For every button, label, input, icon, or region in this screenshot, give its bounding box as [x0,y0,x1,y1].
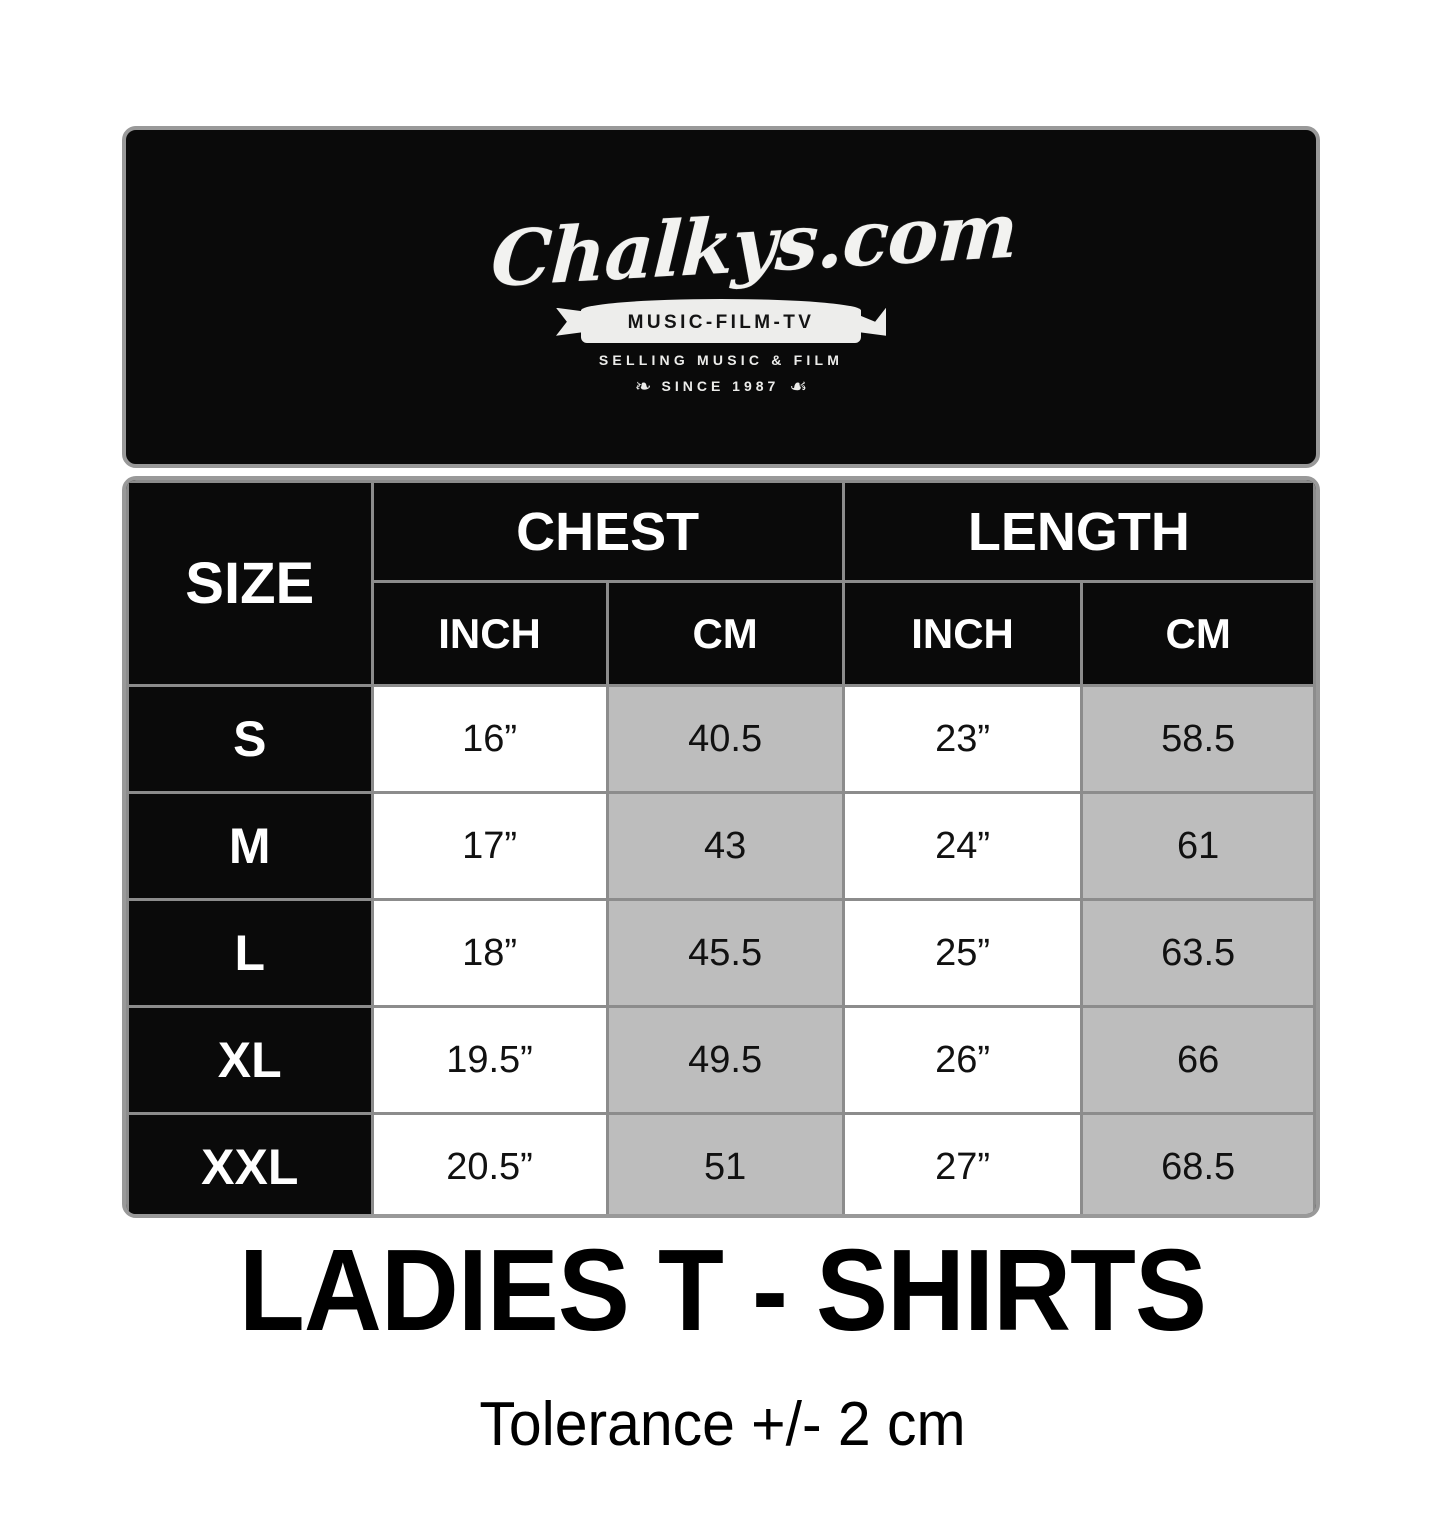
column-header-chest-cm: CM [605,580,845,687]
cell-size: M [126,791,374,901]
brand-tagline: SELLING MUSIC & FILM [598,351,844,368]
table-row: XXL 20.5” 51 27” 68.5 [126,1112,1316,1214]
tolerance-note: Tolerance +/- 2 cm [479,1390,966,1459]
cell-chest-inch: 18” [370,898,609,1008]
cell-length-cm: 61 [1080,791,1316,901]
flourish-right-icon: ☙ [789,373,808,398]
column-header-length-cm: CM [1080,580,1316,687]
cell-length-inch: 27” [841,1112,1084,1214]
table-body: S 16” 40.5 23” 58.5 M 17” 43 24” 61 L 18… [126,684,1316,1214]
brand-logo-panel: Chalkys.com MUSIC-FILM-TV SELLING MUSIC … [122,126,1320,468]
cell-length-inch: 25” [841,898,1084,1008]
brand-logo: Chalkys.com MUSIC-FILM-TV SELLING MUSIC … [489,186,1019,396]
column-header-chest-inch: INCH [370,580,609,687]
cell-chest-cm: 51 [605,1112,845,1214]
cell-size: XL [126,1005,374,1115]
cell-length-cm: 68.5 [1080,1112,1316,1214]
cell-length-cm: 58.5 [1080,684,1316,794]
ribbon-label: MUSIC-FILM-TV [627,311,815,333]
brand-wordmark: Chalkys.com [489,185,1020,305]
cell-length-cm: 63.5 [1080,898,1316,1008]
measurements-table: SIZE CHEST LENGTH INCH CM INCH CM S 16” … [126,480,1316,1214]
table-header: SIZE CHEST LENGTH INCH CM INCH CM [126,480,1316,687]
table-row: L 18” 45.5 25” 63.5 [126,898,1316,1008]
table-row: XL 19.5” 49.5 26” 66 [126,1005,1316,1115]
cell-length-cm: 66 [1080,1005,1316,1115]
column-group-header-length: LENGTH [841,480,1316,583]
cell-chest-inch: 16” [370,684,609,794]
cell-length-inch: 24” [841,791,1084,901]
table-header-row-groups: SIZE CHEST LENGTH [126,480,1316,687]
cell-size: S [126,684,374,794]
cell-size: XXL [126,1112,374,1214]
brand-ribbon: MUSIC-FILM-TV [556,298,886,343]
column-header-size: SIZE [126,480,374,687]
cell-chest-cm: 45.5 [605,898,845,1008]
cell-chest-cm: 40.5 [605,684,845,794]
cell-chest-inch: 20.5” [370,1112,609,1214]
measurements-table-panel: SIZE CHEST LENGTH INCH CM INCH CM S 16” … [122,476,1320,1218]
cell-length-inch: 23” [841,684,1084,794]
cell-chest-cm: 49.5 [605,1005,845,1115]
chart-title: LADIES T - SHIRTS [238,1225,1207,1355]
ribbon-band: MUSIC-FILM-TV [581,298,861,343]
brand-since-row: ❧ SINCE 1987 ☙ [491,376,951,396]
column-group-header-chest: CHEST [370,480,845,583]
table-row: S 16” 40.5 23” 58.5 [126,684,1316,794]
cell-chest-inch: 19.5” [370,1005,609,1115]
cell-chest-inch: 17” [370,791,609,901]
cell-size: L [126,898,374,1008]
table-row: M 17” 43 24” 61 [126,791,1316,901]
flourish-left-icon: ❧ [634,373,652,398]
table-header-row-units: INCH CM INCH CM [128,580,1316,687]
brand-since-label: SINCE 1987 [661,377,780,394]
column-header-length-inch: INCH [841,580,1084,687]
cell-chest-cm: 43 [605,791,845,901]
cell-length-inch: 26” [841,1005,1084,1115]
